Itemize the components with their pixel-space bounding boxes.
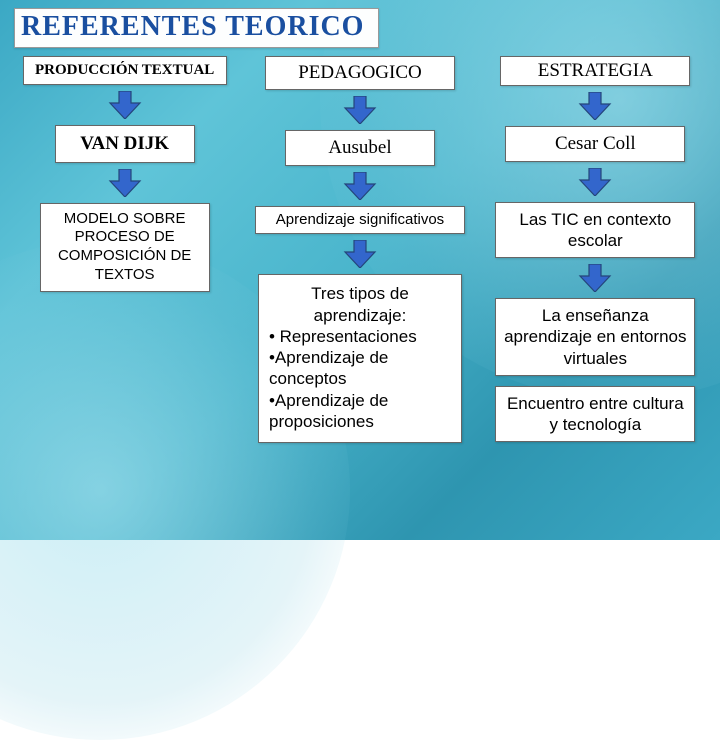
column-left: PRODUCCIÓN TEXTUAL VAN DIJK MODELO SOBRE… (12, 56, 237, 443)
arrow-icon (343, 240, 377, 268)
list-item: • Representaciones (269, 326, 451, 347)
arrow-icon (578, 264, 612, 292)
arrow-icon (578, 168, 612, 196)
box-left-model: MODELO SOBRE PROCESO DE COMPOSICIÓN DE T… (40, 203, 210, 292)
types-list: • Representaciones •Aprendizaje de conce… (269, 326, 451, 432)
box-mid-types: Tres tipos de aprendizaje: • Representac… (258, 274, 462, 443)
columns-container: PRODUCCIÓN TEXTUAL VAN DIJK MODELO SOBRE… (12, 56, 708, 443)
list-item: •Aprendizaje de conceptos (269, 347, 451, 390)
list-item: •Aprendizaje de proposiciones (269, 390, 451, 433)
slide-title: REFERENTES TEORICO (14, 8, 379, 48)
box-mid-head: PEDAGOGICO (265, 56, 455, 90)
box-right-r1: Las TIC en contexto escolar (495, 202, 695, 259)
arrow-icon (108, 169, 142, 197)
types-intro: Tres tipos de aprendizaje: (269, 283, 451, 326)
arrow-icon (343, 96, 377, 124)
box-mid-concept: Aprendizaje significativos (255, 206, 465, 235)
arrow-icon (343, 172, 377, 200)
column-right: ESTRATEGIA Cesar Coll Las TIC en context… (483, 56, 708, 443)
box-left-author: VAN DIJK (55, 125, 195, 163)
column-middle: PEDAGOGICO Ausubel Aprendizaje significa… (247, 56, 472, 443)
box-right-r3: Encuentro entre cultura y tecnología (495, 386, 695, 443)
box-left-head: PRODUCCIÓN TEXTUAL (23, 56, 227, 85)
box-mid-author: Ausubel (285, 130, 435, 166)
box-right-r2: La enseñanza aprendizaje en entornos vir… (495, 298, 695, 376)
box-right-head: ESTRATEGIA (500, 56, 690, 86)
arrow-icon (578, 92, 612, 120)
arrow-icon (108, 91, 142, 119)
box-right-author: Cesar Coll (505, 126, 685, 162)
